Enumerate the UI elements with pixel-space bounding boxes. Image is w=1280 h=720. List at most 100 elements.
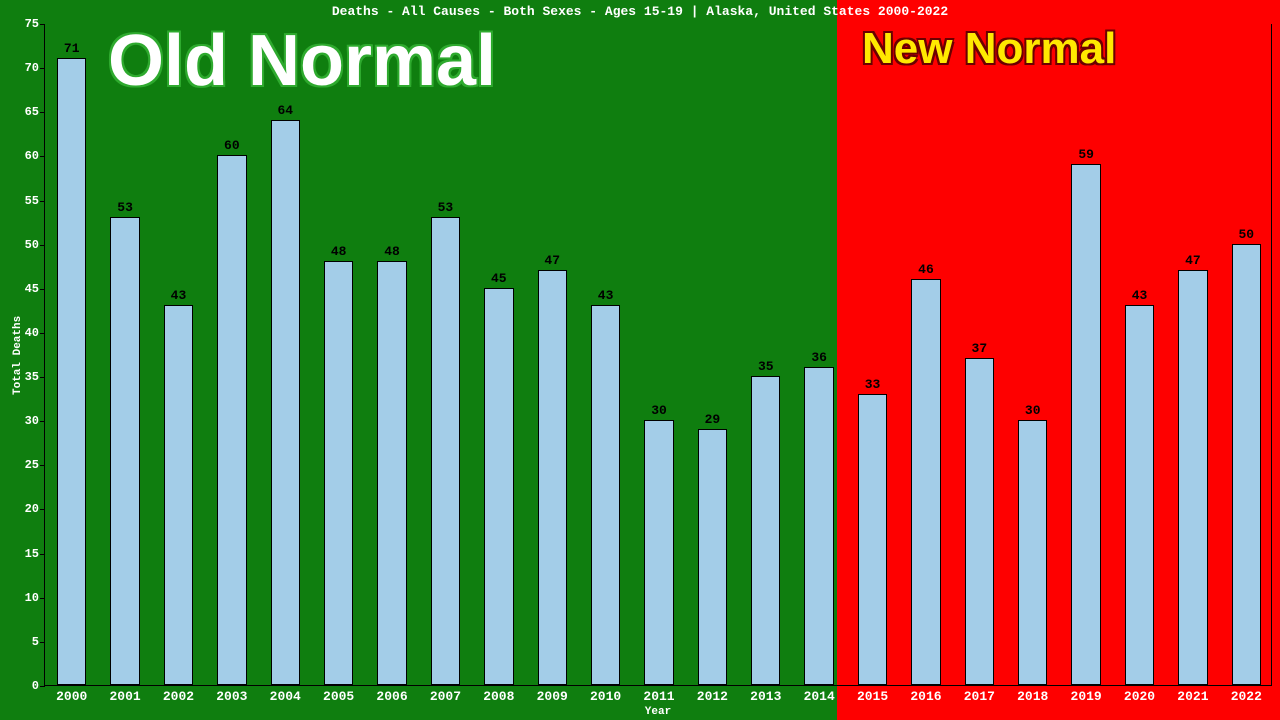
bar-category-label: 2002	[148, 689, 208, 704]
bar	[217, 155, 246, 685]
y-tick	[40, 112, 45, 113]
bar-value-label: 60	[202, 138, 262, 153]
y-tick-label: 10	[25, 591, 39, 605]
y-tick	[40, 686, 45, 687]
y-tick	[40, 465, 45, 466]
bar-category-label: 2018	[1003, 689, 1063, 704]
y-tick-label: 5	[32, 635, 39, 649]
bar-value-label: 35	[736, 359, 796, 374]
bar	[1232, 244, 1261, 685]
y-tick	[40, 24, 45, 25]
bar-value-label: 30	[629, 403, 689, 418]
bar	[751, 376, 780, 685]
y-tick	[40, 642, 45, 643]
bar-category-label: 2017	[949, 689, 1009, 704]
bar-chart: 0510152025303540455055606570757120005320…	[44, 24, 1272, 686]
bar-category-label: 2006	[362, 689, 422, 704]
bar-value-label: 37	[949, 341, 1009, 356]
y-tick	[40, 245, 45, 246]
bar-value-label: 47	[522, 253, 582, 268]
bar-value-label: 47	[1163, 253, 1223, 268]
bar-category-label: 2012	[682, 689, 742, 704]
bar	[858, 394, 887, 685]
bar-category-label: 2014	[789, 689, 849, 704]
bar	[965, 358, 994, 685]
bar	[911, 279, 940, 685]
bar	[1018, 420, 1047, 685]
bar-category-label: 2021	[1163, 689, 1223, 704]
y-tick-label: 60	[25, 149, 39, 163]
bar-value-label: 71	[42, 41, 102, 56]
bar-category-label: 2007	[415, 689, 475, 704]
bar	[1125, 305, 1154, 685]
bar-category-label: 2020	[1110, 689, 1170, 704]
bar-category-label: 2005	[309, 689, 369, 704]
y-tick-label: 45	[25, 282, 39, 296]
bar-category-label: 2004	[255, 689, 315, 704]
y-tick	[40, 377, 45, 378]
y-tick	[40, 68, 45, 69]
bar-category-label: 2011	[629, 689, 689, 704]
y-tick-label: 70	[25, 61, 39, 75]
bar-value-label: 53	[95, 200, 155, 215]
y-tick	[40, 509, 45, 510]
y-tick-label: 20	[25, 502, 39, 516]
bar-value-label: 45	[469, 271, 529, 286]
bar	[431, 217, 460, 685]
bar-value-label: 29	[682, 412, 742, 427]
y-tick-label: 35	[25, 370, 39, 384]
bar-category-label: 2008	[469, 689, 529, 704]
bar	[377, 261, 406, 685]
y-tick-label: 15	[25, 547, 39, 561]
x-axis-label: Year	[608, 706, 708, 718]
bar-category-label: 2009	[522, 689, 582, 704]
y-tick	[40, 554, 45, 555]
bar-value-label: 43	[148, 288, 208, 303]
y-tick-label: 55	[25, 194, 39, 208]
bar-category-label: 2003	[202, 689, 262, 704]
bar	[1178, 270, 1207, 685]
bar-value-label: 48	[362, 244, 422, 259]
bar	[644, 420, 673, 685]
bar-category-label: 2016	[896, 689, 956, 704]
chart-title: Deaths - All Causes - Both Sexes - Ages …	[0, 4, 1280, 19]
bar-value-label: 43	[576, 288, 636, 303]
bar	[1071, 164, 1100, 685]
bar-value-label: 33	[843, 377, 903, 392]
y-axis-label: Total Deaths	[12, 316, 24, 395]
bar-value-label: 53	[415, 200, 475, 215]
bar-category-label: 2019	[1056, 689, 1116, 704]
bar	[164, 305, 193, 685]
y-tick-label: 75	[25, 17, 39, 31]
bar	[57, 58, 86, 685]
bar	[538, 270, 567, 685]
bar-value-label: 50	[1216, 227, 1276, 242]
bar-value-label: 59	[1056, 147, 1116, 162]
y-tick-label: 30	[25, 414, 39, 428]
y-tick	[40, 333, 45, 334]
y-tick	[40, 201, 45, 202]
bar-category-label: 2000	[42, 689, 102, 704]
bar	[698, 429, 727, 685]
bar	[271, 120, 300, 685]
bar-value-label: 36	[789, 350, 849, 365]
y-tick-label: 25	[25, 458, 39, 472]
y-tick	[40, 289, 45, 290]
y-tick	[40, 421, 45, 422]
bar-value-label: 64	[255, 103, 315, 118]
bar	[804, 367, 833, 685]
bar	[484, 288, 513, 685]
bar-value-label: 48	[309, 244, 369, 259]
bar-value-label: 43	[1110, 288, 1170, 303]
y-tick	[40, 598, 45, 599]
bar	[324, 261, 353, 685]
bar-category-label: 2022	[1216, 689, 1276, 704]
bar	[110, 217, 139, 685]
bar-category-label: 2013	[736, 689, 796, 704]
y-tick-label: 65	[25, 105, 39, 119]
bar	[591, 305, 620, 685]
bar-category-label: 2001	[95, 689, 155, 704]
bar-value-label: 46	[896, 262, 956, 277]
bar-category-label: 2015	[843, 689, 903, 704]
y-tick	[40, 156, 45, 157]
